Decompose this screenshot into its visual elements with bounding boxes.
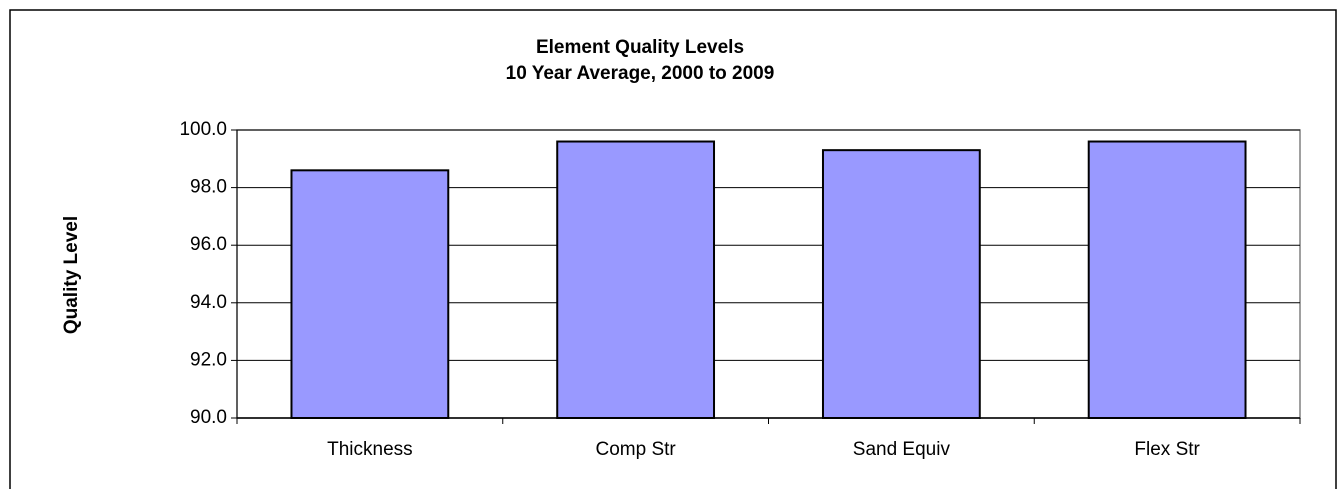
bar	[1087, 140, 1247, 420]
y-tick-label: 100.0	[179, 119, 227, 140]
x-tick-label: Sand Equiv	[853, 439, 951, 460]
chart-title: Element Quality Levels	[536, 37, 744, 58]
x-tick-label: Flex Str	[1134, 439, 1200, 460]
bar	[290, 169, 450, 419]
y-axis-label: Quality Level	[61, 216, 82, 334]
y-tick-label: 94.0	[190, 292, 227, 313]
bar	[556, 140, 716, 420]
y-tick-label: 96.0	[190, 234, 227, 255]
y-tick-label: 92.0	[190, 349, 227, 370]
y-tick-label: 98.0	[190, 177, 227, 198]
y-tick-label: 90.0	[190, 407, 227, 428]
x-tick-label: Thickness	[327, 439, 413, 460]
x-tick-label: Comp Str	[596, 439, 677, 460]
chart-subtitle: 10 Year Average, 2000 to 2009	[506, 63, 775, 84]
bar	[821, 149, 981, 419]
